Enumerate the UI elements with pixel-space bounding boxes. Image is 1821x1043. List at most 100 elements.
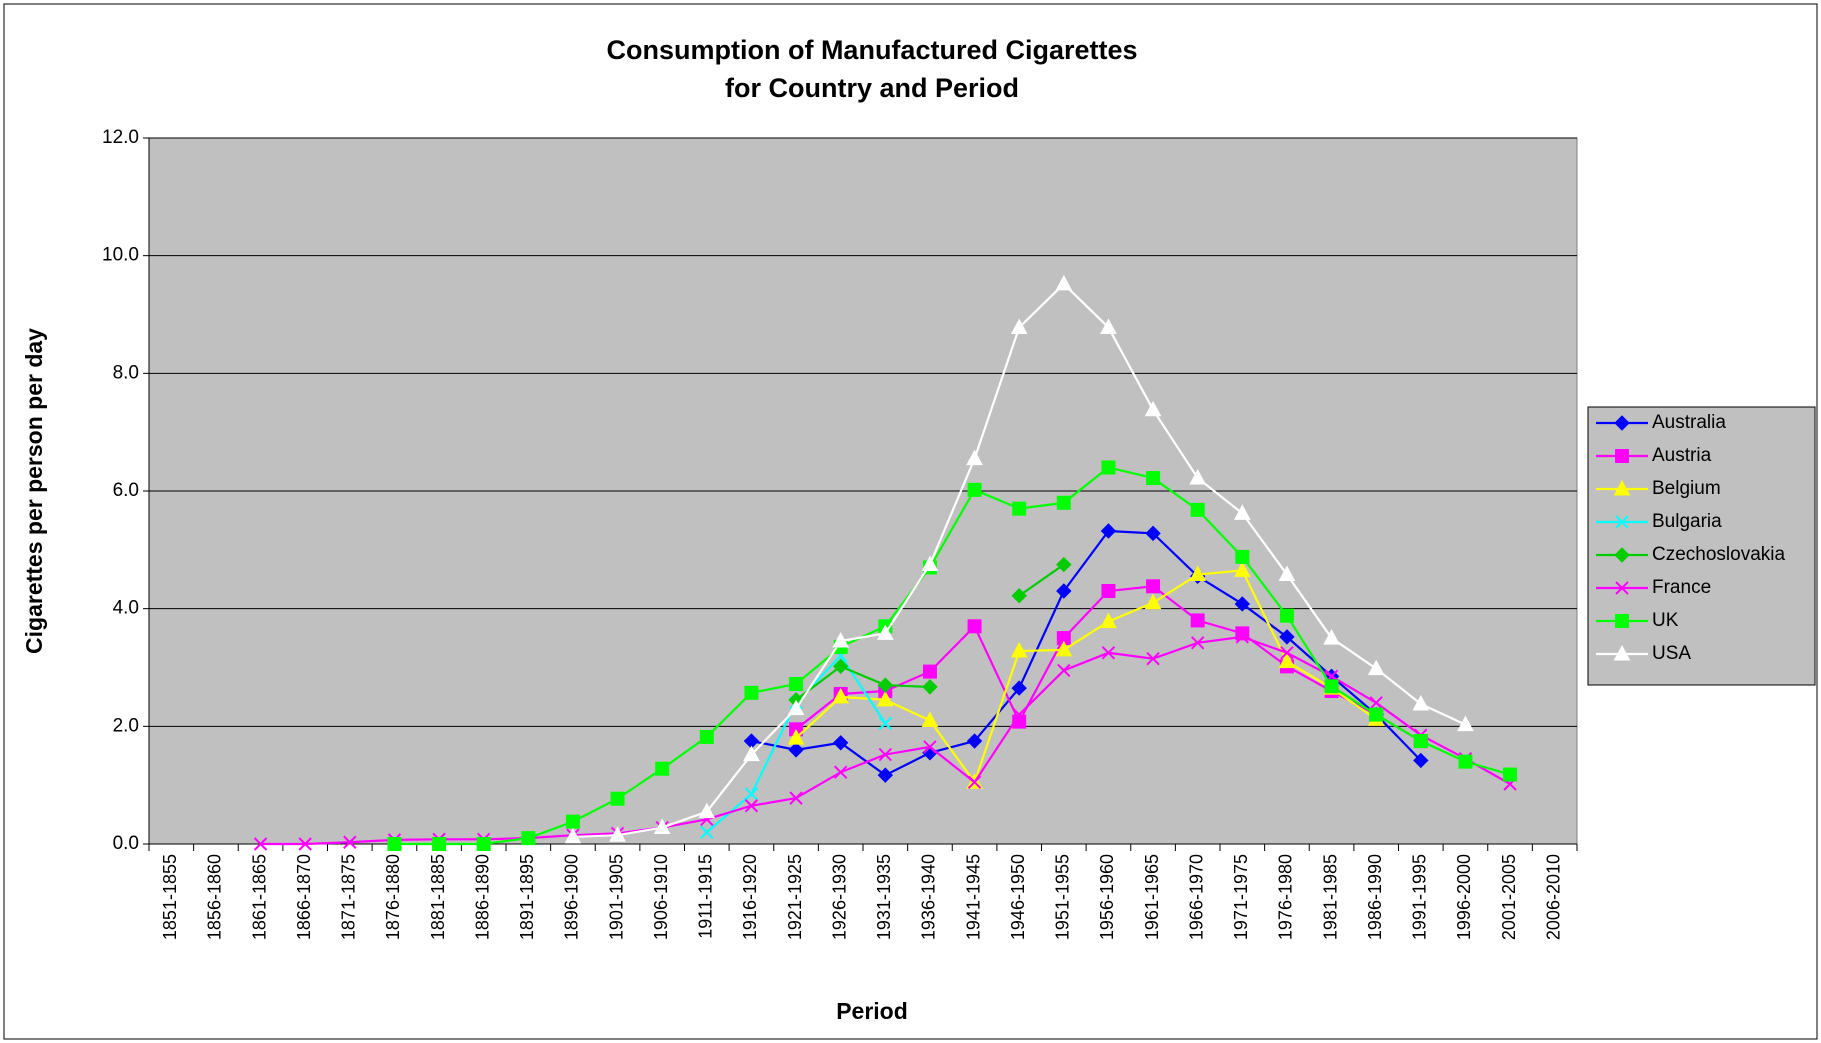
- marker: [1457, 715, 1474, 732]
- marker: [1367, 659, 1385, 676]
- legend-label: Australia: [1652, 412, 1726, 433]
- marker: [1233, 561, 1251, 577]
- x-tick-label: 1996-2000: [1454, 854, 1474, 940]
- marker: [1056, 495, 1071, 510]
- marker: [1101, 646, 1116, 660]
- marker: [1146, 471, 1161, 486]
- marker: [343, 835, 357, 849]
- marker: [1278, 565, 1296, 582]
- series-line: [795, 563, 1065, 701]
- x-tick-label: 1961-1965: [1142, 854, 1162, 940]
- marker: [1012, 501, 1027, 516]
- marker: [1615, 581, 1629, 595]
- marker: [1279, 608, 1294, 623]
- x-tick-label: 2006-2010: [1543, 854, 1563, 940]
- marker: [1144, 400, 1162, 417]
- y-tick-label: 2.0: [113, 715, 139, 736]
- x-tick-label: 1936-1940: [919, 854, 939, 940]
- marker: [1503, 767, 1518, 782]
- marker: [1278, 652, 1296, 669]
- marker: [787, 729, 805, 745]
- x-tick-label: 1866-1870: [294, 854, 314, 940]
- y-tick-label: 10.0: [102, 245, 139, 266]
- y-tick-label: 6.0: [113, 480, 139, 501]
- x-tick-label: 1891-1895: [517, 854, 537, 940]
- marker: [298, 837, 312, 851]
- marker: [878, 716, 893, 731]
- marker: [1190, 636, 1205, 650]
- x-tick-label: 1916-1920: [740, 854, 760, 940]
- marker: [876, 690, 894, 707]
- marker: [878, 747, 893, 762]
- marker: [564, 827, 582, 844]
- x-tick-label: 1871-1875: [339, 854, 359, 940]
- legend-label: USA: [1652, 643, 1691, 664]
- chart-title: Consumption of Manufactured Cigarettes: [606, 35, 1137, 65]
- marker: [1615, 515, 1629, 529]
- marker: [699, 729, 714, 744]
- y-axis-label: Cigarettes per person per day: [21, 328, 47, 654]
- marker: [1412, 694, 1430, 711]
- marker: [432, 837, 447, 851]
- marker: [744, 799, 759, 813]
- marker: [832, 658, 849, 675]
- x-tick-label: 1886-1890: [472, 854, 492, 940]
- x-tick-label: 1911-1915: [696, 854, 716, 939]
- marker: [1100, 523, 1117, 539]
- x-tick-label: 1881-1885: [428, 854, 448, 940]
- series-line: [394, 466, 1511, 846]
- marker: [1233, 504, 1251, 520]
- x-tick-label: 1856-1860: [205, 854, 225, 940]
- marker: [1055, 640, 1073, 657]
- marker: [1100, 318, 1117, 334]
- marker: [1100, 612, 1117, 629]
- marker: [832, 631, 850, 648]
- marker: [789, 791, 803, 805]
- marker: [1012, 707, 1026, 722]
- x-tick-label: 2001-2005: [1499, 854, 1519, 940]
- legend-label: France: [1652, 577, 1711, 598]
- x-tick-label: 1851-1855: [160, 854, 180, 940]
- series-line: [795, 569, 1377, 785]
- marker: [789, 676, 804, 691]
- marker: [1190, 613, 1205, 628]
- marker: [1011, 680, 1027, 696]
- y-tick-label: 4.0: [113, 598, 139, 619]
- marker: [1146, 651, 1160, 666]
- marker: [1613, 644, 1631, 661]
- marker: [967, 775, 982, 789]
- x-tick-label: 1901-1905: [606, 854, 626, 940]
- marker: [967, 619, 982, 634]
- x-tick-label: 1931-1935: [874, 854, 894, 940]
- marker: [1189, 468, 1207, 485]
- marker: [966, 733, 983, 749]
- marker: [610, 791, 625, 806]
- x-tick-label: 1921-1925: [785, 854, 805, 940]
- marker: [833, 765, 848, 779]
- marker: [1146, 579, 1161, 594]
- marker: [1369, 696, 1383, 710]
- x-axis-label: Period: [836, 998, 908, 1024]
- marker: [1413, 752, 1429, 769]
- marker: [655, 761, 670, 776]
- marker: [1010, 318, 1028, 334]
- x-tick-label: 1971-1975: [1231, 854, 1251, 940]
- marker: [1235, 549, 1250, 564]
- marker: [1234, 596, 1251, 612]
- marker: [966, 449, 983, 466]
- legend-label: UK: [1652, 610, 1679, 631]
- marker: [1011, 588, 1027, 604]
- marker: [476, 837, 491, 851]
- marker: [1458, 754, 1473, 769]
- marker: [698, 802, 716, 819]
- marker: [1101, 460, 1116, 475]
- marker: [967, 482, 982, 497]
- y-tick-label: 8.0: [113, 362, 139, 383]
- marker: [877, 677, 894, 693]
- marker: [1235, 630, 1250, 644]
- marker: [921, 555, 939, 572]
- x-tick-label: 1941-1945: [963, 854, 983, 940]
- marker: [1055, 274, 1073, 291]
- marker: [253, 837, 268, 851]
